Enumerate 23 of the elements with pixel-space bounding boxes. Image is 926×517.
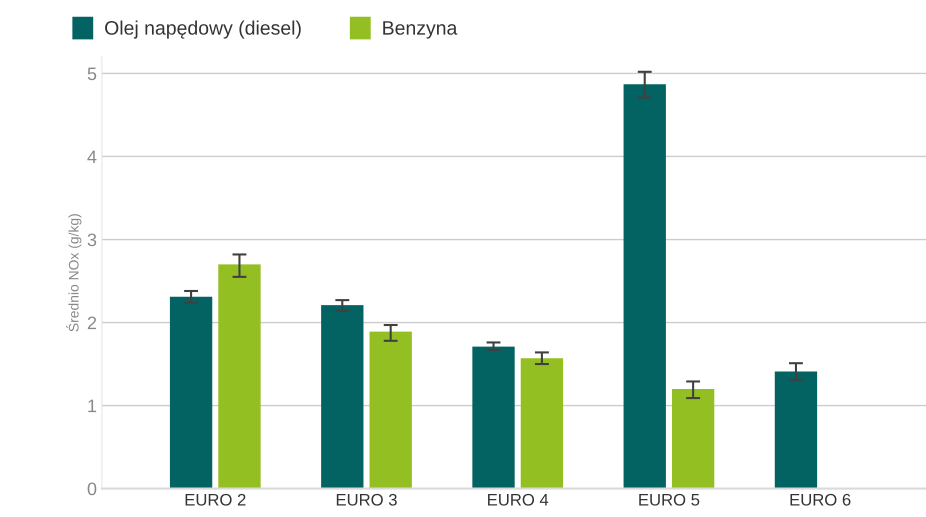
x-tick-label: EURO 6 <box>790 494 850 506</box>
y-tick-label: 3 <box>88 233 96 246</box>
x-tick-label: EURO 5 <box>639 494 700 506</box>
y-tick-label: 1 <box>88 400 96 412</box>
y-tick-label: 4 <box>87 150 96 164</box>
y-tick-label: 2 <box>88 316 96 330</box>
bar <box>170 296 212 489</box>
legend-label: Benzyna <box>383 21 458 39</box>
x-tick-label: EURO 2 <box>186 494 246 506</box>
y-tick-label: 0 <box>88 482 96 496</box>
y-axis-title: Średnio NOx (g/kg) <box>66 214 82 332</box>
legend-label: Olej napędowy (diesel) <box>105 20 301 39</box>
bar <box>774 372 818 489</box>
bar <box>218 264 261 489</box>
bar <box>472 346 515 489</box>
bar <box>520 358 564 489</box>
y-tick-label: 5 <box>88 68 96 80</box>
bar <box>672 388 714 489</box>
x-tick-label: EURO 4 <box>488 494 548 506</box>
bar <box>370 332 412 489</box>
bar <box>624 84 666 489</box>
x-tick-label: EURO 3 <box>336 494 397 506</box>
bar <box>321 305 364 489</box>
